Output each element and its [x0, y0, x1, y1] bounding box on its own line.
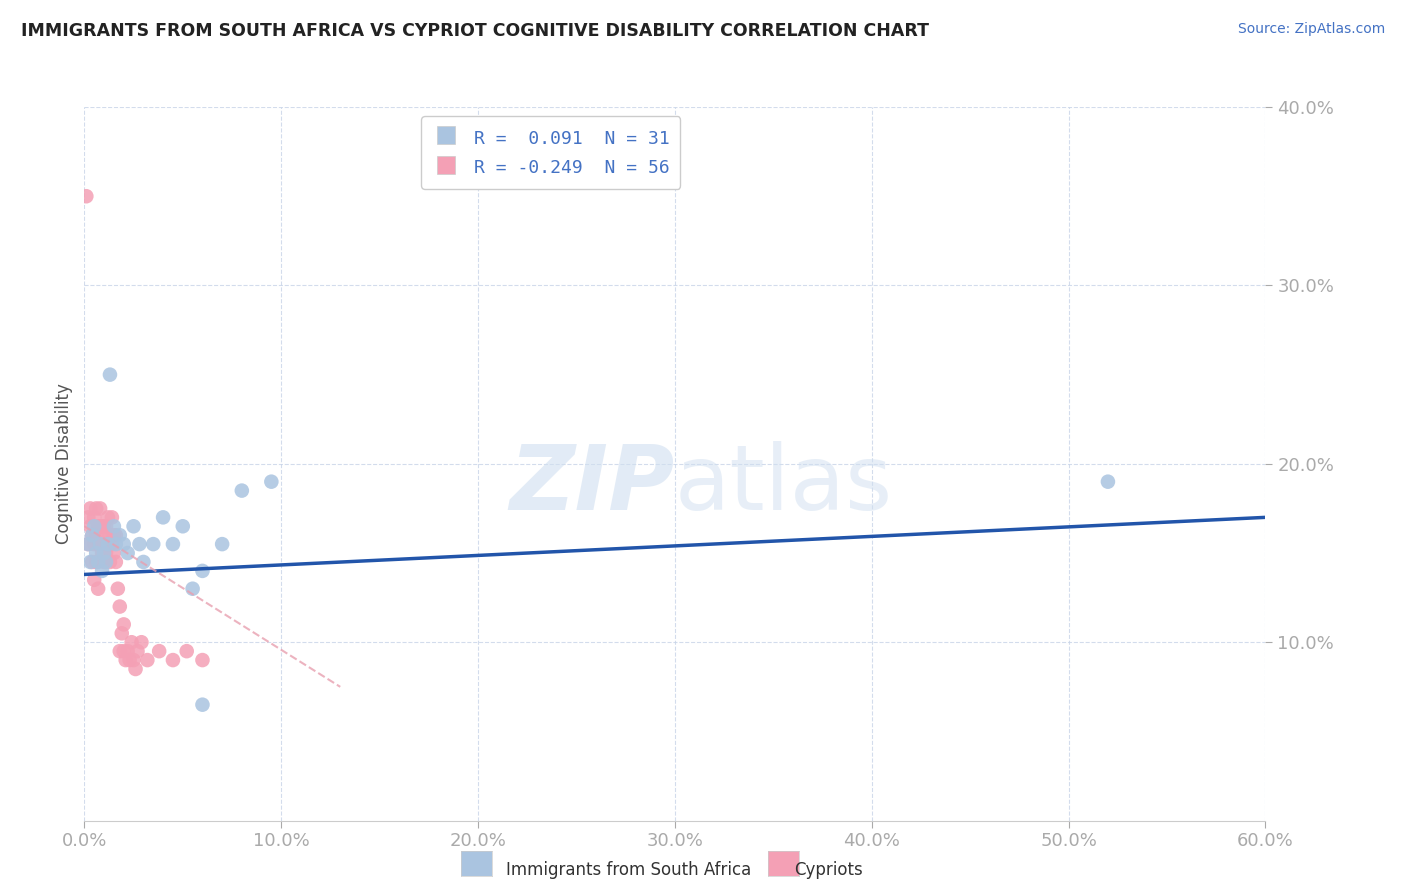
Point — [97, 510, 120, 524]
Point — [94, 519, 117, 533]
Point — [103, 528, 125, 542]
Point — [108, 599, 131, 614]
Point — [117, 644, 139, 658]
Point — [89, 519, 111, 533]
Point — [191, 698, 214, 712]
Point — [124, 662, 146, 676]
Point — [114, 653, 136, 667]
Point — [93, 537, 115, 551]
Point — [104, 537, 127, 551]
Point — [91, 519, 114, 533]
Text: Cypriots: Cypriots — [794, 861, 863, 879]
Point — [112, 617, 135, 632]
Point — [98, 368, 121, 382]
Point — [79, 555, 101, 569]
Point — [128, 537, 150, 551]
Point — [75, 189, 97, 203]
Point — [87, 582, 110, 596]
Point — [82, 528, 104, 542]
Point — [1097, 475, 1119, 489]
Point — [103, 546, 125, 560]
Point — [103, 519, 125, 533]
Point — [181, 582, 204, 596]
Legend: R =  0.091  N = 31, R = -0.249  N = 56: R = 0.091 N = 31, R = -0.249 N = 56 — [422, 116, 681, 189]
Point — [108, 528, 131, 542]
Point — [132, 555, 155, 569]
Point — [77, 510, 100, 524]
Point — [191, 653, 214, 667]
Point — [89, 537, 111, 551]
Point — [148, 644, 170, 658]
Point — [142, 537, 165, 551]
Point — [93, 546, 115, 560]
Point — [97, 537, 120, 551]
Point — [122, 653, 145, 667]
Point — [94, 546, 117, 560]
Point — [231, 483, 253, 498]
Point — [79, 501, 101, 516]
Point — [112, 644, 135, 658]
Point — [77, 537, 100, 551]
Point — [77, 537, 100, 551]
Point — [83, 510, 105, 524]
Point — [82, 555, 104, 569]
Point — [89, 501, 111, 516]
Point — [112, 537, 135, 551]
Point — [94, 555, 117, 569]
Point — [93, 519, 115, 533]
Point — [260, 475, 283, 489]
Text: IMMIGRANTS FROM SOUTH AFRICA VS CYPRIOT COGNITIVE DISABILITY CORRELATION CHART: IMMIGRANTS FROM SOUTH AFRICA VS CYPRIOT … — [21, 22, 929, 40]
Text: ZIP: ZIP — [509, 442, 675, 529]
Point — [83, 519, 105, 533]
Point — [107, 582, 129, 596]
Y-axis label: Cognitive Disability: Cognitive Disability — [55, 384, 73, 544]
Point — [98, 528, 121, 542]
Point — [91, 546, 114, 560]
Point — [101, 510, 124, 524]
Point — [98, 555, 121, 569]
Point — [83, 573, 105, 587]
Point — [93, 555, 115, 569]
Point — [84, 555, 107, 569]
Text: atlas: atlas — [675, 442, 893, 529]
Point — [91, 564, 114, 578]
Point — [127, 644, 149, 658]
Point — [79, 519, 101, 533]
Point — [162, 537, 184, 551]
Point — [117, 546, 139, 560]
Point — [101, 537, 124, 551]
Point — [121, 635, 143, 649]
Point — [87, 555, 110, 569]
Point — [152, 510, 174, 524]
Point — [97, 537, 120, 551]
Text: Immigrants from South Africa: Immigrants from South Africa — [506, 861, 751, 879]
Point — [118, 653, 141, 667]
Point — [89, 537, 111, 551]
Point — [131, 635, 153, 649]
Point — [104, 528, 127, 542]
Point — [84, 528, 107, 542]
Point — [191, 564, 214, 578]
Point — [87, 519, 110, 533]
Point — [122, 519, 145, 533]
Point — [176, 644, 198, 658]
Point — [84, 546, 107, 560]
Point — [82, 528, 104, 542]
Point — [108, 644, 131, 658]
Point — [211, 537, 233, 551]
Point — [162, 653, 184, 667]
Text: Source: ZipAtlas.com: Source: ZipAtlas.com — [1237, 22, 1385, 37]
Point — [83, 537, 105, 551]
Point — [172, 519, 194, 533]
Point — [91, 528, 114, 542]
Point — [111, 626, 134, 640]
Point — [104, 555, 127, 569]
Point — [136, 653, 159, 667]
Point — [87, 537, 110, 551]
Point — [84, 501, 107, 516]
